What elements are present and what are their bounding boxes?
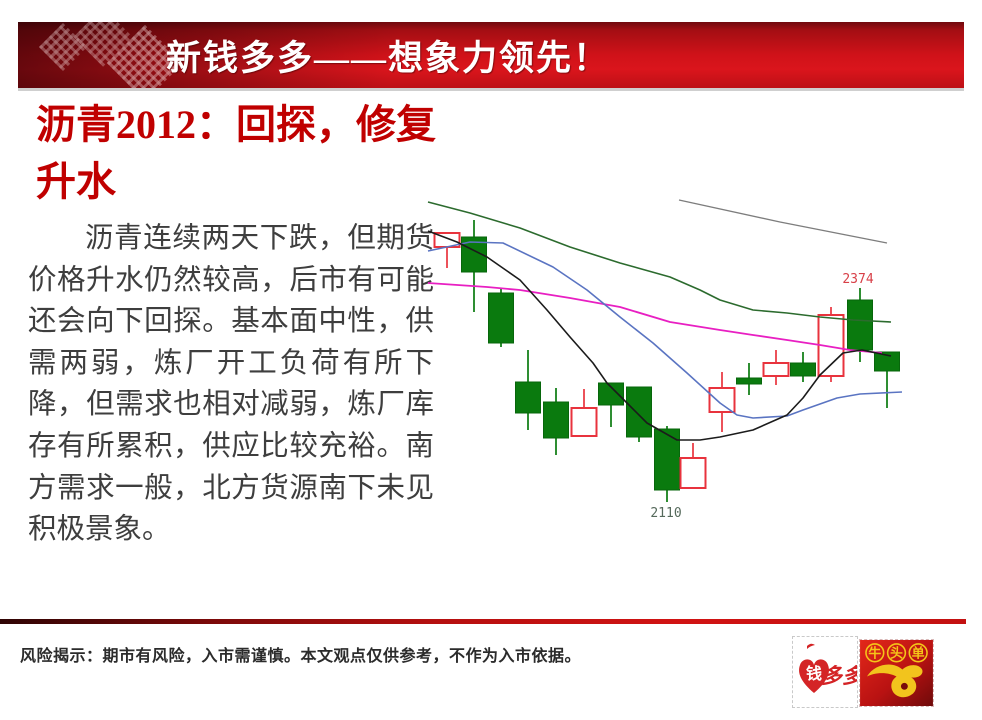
price-label: 2374	[842, 272, 873, 287]
header-banner: 新钱多多——想象力领先！	[18, 22, 964, 88]
logo-heart-char: 钱	[806, 664, 822, 683]
candle-body	[515, 381, 541, 414]
bull-nostril	[900, 682, 908, 690]
candle-body	[790, 362, 816, 377]
ma-green	[427, 201, 892, 323]
logo-char-niu: 牛	[868, 646, 881, 661]
footer-divider	[0, 619, 966, 624]
qianduoduo-logo: 钱 多多	[792, 636, 865, 708]
scribble-icon	[807, 643, 815, 649]
candle-body	[570, 407, 598, 437]
candle-body	[543, 401, 569, 439]
candle-body	[654, 428, 680, 491]
slide-title: 沥青2012：回探，修复升水	[36, 102, 436, 205]
price-label: 2110	[650, 506, 681, 521]
ma-black	[427, 230, 892, 441]
ma-magenta	[427, 282, 883, 354]
candle-body	[626, 386, 652, 438]
char-ring	[908, 643, 928, 663]
niutoudan-logo: 牛 头 单	[859, 639, 934, 707]
candle-body	[874, 351, 900, 372]
logo-char-dan: 单	[912, 646, 925, 661]
ma-blue	[427, 241, 903, 419]
char-ring	[886, 643, 907, 663]
heart-icon	[799, 659, 829, 693]
bull-head-icon	[866, 664, 923, 698]
logo-suffix: 多多	[821, 664, 857, 688]
char-ring	[865, 643, 885, 663]
candle-body	[488, 292, 514, 344]
candle-body	[598, 382, 624, 406]
candle-body	[679, 457, 707, 489]
trendline-gray	[678, 199, 888, 244]
risk-disclaimer: 风险揭示：期市有风险，入市需谨慎。本文观点仅供参考，不作为入市依据。	[20, 648, 582, 665]
candle-body	[708, 387, 736, 413]
candlestick-chart: 2374 2110	[427, 199, 903, 521]
candle-body	[847, 299, 873, 351]
banner-title: 新钱多多——想象力领先！	[166, 38, 611, 78]
candle-body	[762, 362, 790, 377]
logo-char-tou: 头	[890, 646, 903, 661]
analysis-paragraph: 沥青连续两天下跌，但期货价格升水仍然较高，后市有可能还会向下回探。基本面中性，供…	[28, 223, 434, 546]
candle-body	[736, 377, 762, 385]
